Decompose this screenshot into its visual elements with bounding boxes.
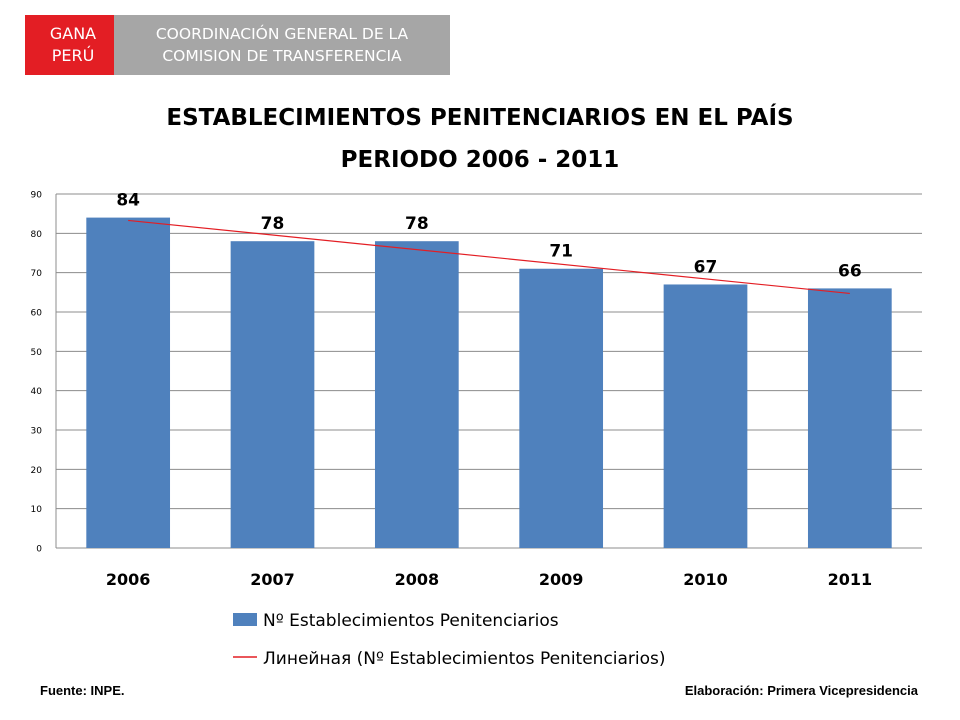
legend-swatch-bars	[233, 613, 257, 626]
bar-2010	[663, 284, 748, 548]
chart-title-line-2: PERIODO 2006 - 2011	[340, 147, 620, 173]
data-label-2011: 66	[838, 261, 862, 281]
bar-2006	[86, 217, 171, 548]
credit-note: Elaboración: Primera Vicepresidencia	[684, 683, 918, 698]
x-tick-label-2009: 2009	[539, 570, 584, 589]
x-axis: 2006 2007 2008 2009 2010 2011	[106, 570, 872, 589]
y-tick-label: 30	[31, 427, 43, 437]
x-tick-label-2006: 2006	[106, 570, 151, 589]
y-tick-label: 60	[31, 309, 43, 319]
commission-badge: COORDINACIÓN GENERAL DE LA COMISION DE T…	[114, 15, 450, 75]
legend-label-bars: Nº Establecimientos Penitenciarios	[263, 611, 559, 631]
data-label-2007: 78	[261, 214, 285, 234]
chart-legend: Nº Establecimientos Penitenciarios Линейн…	[233, 611, 666, 669]
y-tick-label: 20	[31, 466, 43, 476]
y-tick-label: 40	[31, 387, 43, 397]
x-tick-label-2011: 2011	[828, 570, 873, 589]
data-labels: 84 78 78 71 67 66	[116, 191, 861, 282]
x-tick-label-2007: 2007	[250, 570, 295, 589]
gana-peru-badge: GANA PERÚ	[25, 15, 121, 75]
bar-2009	[519, 268, 604, 548]
org-line-1: COORDINACIÓN GENERAL DE LA	[155, 25, 409, 43]
trendline-group	[128, 219, 850, 295]
badge-line-1: GANA	[49, 24, 97, 43]
y-tick-label: 0	[36, 545, 42, 555]
data-label-2010: 67	[694, 257, 718, 277]
data-label-2008: 78	[405, 214, 429, 234]
chart-gridlines	[56, 193, 922, 549]
data-label-2009: 71	[549, 242, 573, 262]
legend-label-trendline: Линейная (Nº Establecimientos Penitencia…	[263, 649, 666, 669]
data-label-2006: 84	[116, 191, 140, 211]
x-tick-label-2010: 2010	[683, 570, 728, 589]
y-tick-label: 70	[31, 269, 43, 279]
y-tick-label: 80	[31, 230, 43, 240]
bar-2007	[230, 241, 315, 548]
bar-2008	[374, 241, 459, 548]
y-axis: 0 10 20 30 40 50 60 70 80 90	[31, 191, 57, 555]
y-tick-label: 90	[31, 191, 43, 201]
badge-line-2: PERÚ	[51, 46, 95, 65]
y-tick-label: 50	[31, 348, 43, 358]
y-tick-label: 10	[31, 505, 43, 515]
source-note: Fuente: INPE.	[40, 683, 125, 698]
x-tick-label-2008: 2008	[395, 570, 440, 589]
bar-2011	[807, 288, 892, 548]
chart-bars	[86, 217, 892, 548]
chart-title-line-1: ESTABLECIMIENTOS PENITENCIARIOS EN EL PA…	[166, 105, 794, 131]
org-line-2: COMISION DE TRANSFERENCIA	[162, 47, 402, 65]
trendline	[128, 219, 850, 295]
